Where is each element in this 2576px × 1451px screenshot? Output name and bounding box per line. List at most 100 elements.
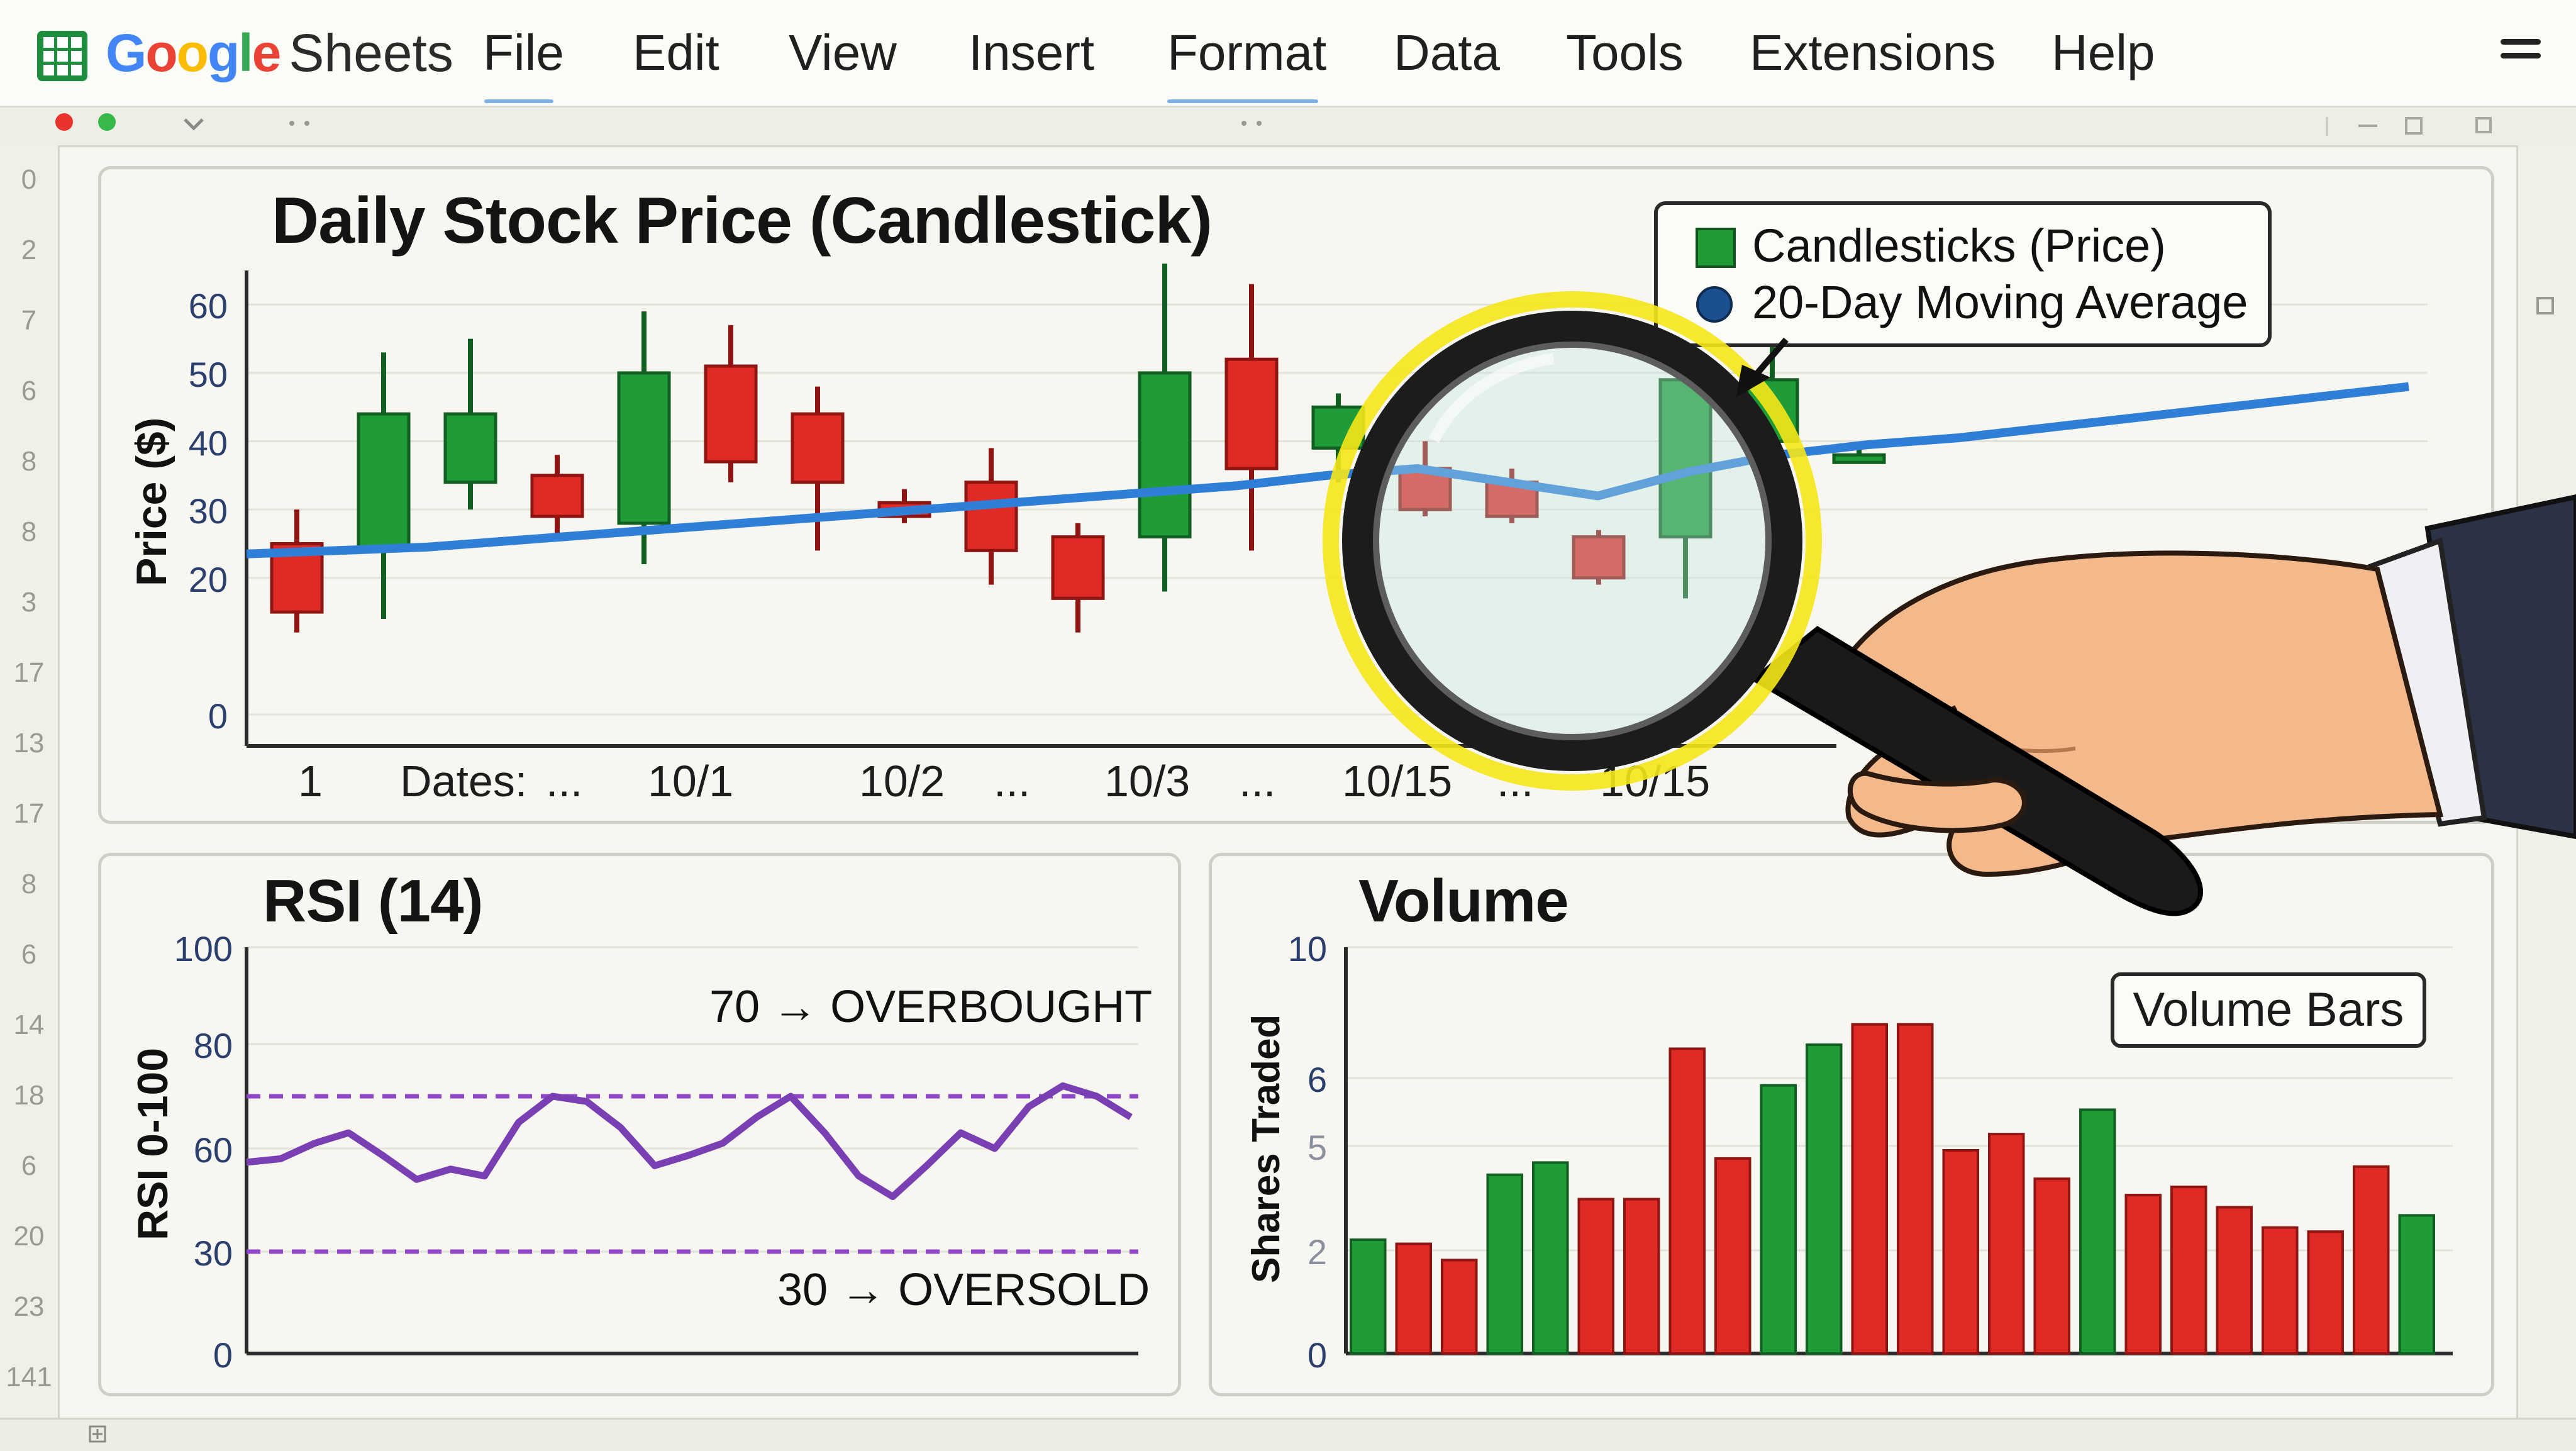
menu-data[interactable]: Data	[1394, 25, 1500, 81]
volume-bar	[1350, 1238, 1387, 1355]
volume-bar	[2398, 1214, 2435, 1355]
legend-candles-swatch	[1696, 228, 1736, 268]
row-number[interactable]: 20	[13, 1221, 45, 1252]
rsi-line	[246, 1082, 1133, 1201]
brand-letter: o	[176, 23, 209, 82]
volume-bar	[1441, 1259, 1478, 1355]
row-number[interactable]: 6	[21, 375, 37, 406]
row-number[interactable]: 14	[13, 1009, 45, 1040]
menu-file[interactable]: File	[483, 25, 564, 81]
window-zoom-dot[interactable]	[98, 113, 116, 131]
rsi-y-tick-label: 0	[213, 1335, 233, 1375]
price-x-tick-label: 10/15	[1342, 757, 1452, 806]
volume-chart-title: Volume	[1358, 867, 1569, 935]
price-x-tick-label: 10/1	[648, 757, 733, 806]
volume-y-tick-label: 5	[1307, 1128, 1327, 1167]
row-number[interactable]: 6	[21, 939, 37, 970]
row-number[interactable]: 8	[21, 516, 37, 547]
volume-bar	[2033, 1177, 2070, 1355]
row-number[interactable]: 8	[21, 446, 37, 477]
chevron-down-icon[interactable]	[182, 116, 205, 133]
volume-bar	[1486, 1173, 1523, 1355]
volume-bar	[1577, 1198, 1614, 1355]
row-number[interactable]: 8	[21, 869, 37, 899]
row-number[interactable]: 3	[21, 587, 37, 618]
candle-body	[704, 364, 758, 464]
row-number[interactable]: 18	[13, 1080, 45, 1111]
window-close-dot[interactable]	[55, 113, 73, 131]
row-number[interactable]: 7	[21, 305, 37, 336]
volume-bar	[2262, 1226, 2299, 1355]
overbought-label: 70 → OVERBOUGHT	[709, 982, 1153, 1032]
menu-help[interactable]: Help	[2051, 25, 2155, 81]
legend-ma-swatch	[1696, 286, 1733, 323]
candle-body	[1051, 535, 1105, 600]
volume-bar	[2170, 1186, 2207, 1355]
volume-bar	[1851, 1023, 1888, 1355]
menu-edit[interactable]: Edit	[633, 25, 719, 81]
candle-body	[1832, 453, 1886, 464]
row-number[interactable]: 17	[13, 657, 45, 688]
volume-y-tick-label: 0	[1307, 1335, 1327, 1375]
menu-insert[interactable]: Insert	[969, 25, 1095, 81]
row-number[interactable]: 141	[6, 1362, 52, 1393]
price-y-tick-label: 20	[188, 559, 228, 599]
brand-sheets: Sheets	[289, 23, 453, 82]
menu-format[interactable]: Format	[1167, 25, 1327, 81]
row-number[interactable]: 2	[21, 235, 37, 265]
candle-body	[443, 412, 497, 484]
menu-bar: Google Sheets File Edit View Insert Forma…	[0, 0, 2576, 108]
menu-file-underline	[484, 99, 553, 103]
app-brand[interactable]: Google Sheets	[106, 23, 453, 84]
volume-bar	[1623, 1198, 1660, 1355]
menu-extensions[interactable]: Extensions	[1750, 25, 1996, 81]
volume-bar	[1668, 1047, 1706, 1355]
volume-bar	[1942, 1149, 1979, 1355]
volume-bar	[2079, 1108, 2116, 1355]
brand-letter: g	[207, 23, 240, 82]
brand-google: Google	[106, 23, 282, 84]
price-x-prefix: Dates:	[400, 757, 527, 806]
sheets-grid-icon[interactable]	[36, 30, 89, 82]
center-handle-icon[interactable]	[1240, 120, 1265, 127]
row-number[interactable]: 6	[21, 1150, 37, 1181]
volume-y-tick-label: 2	[1307, 1232, 1327, 1272]
rsi-y-tick-label: 30	[193, 1233, 233, 1273]
menu-format-underline	[1167, 99, 1318, 103]
menu-view[interactable]: View	[789, 25, 897, 81]
candle-body	[1224, 357, 1279, 470]
volume-bar	[2124, 1194, 2162, 1355]
row-number[interactable]: 0	[21, 164, 37, 195]
sheet-add-icon[interactable]	[88, 1425, 107, 1443]
drag-handle-icon[interactable]	[288, 120, 313, 127]
brand-letter: e	[252, 23, 282, 82]
price-y-tick-label: 40	[188, 423, 228, 463]
rsi-y-tick-label: 80	[193, 1026, 233, 1065]
price-y-tick-label: 30	[188, 491, 228, 531]
row-number[interactable]: 23	[13, 1291, 45, 1322]
window-controls-icon[interactable]	[2326, 113, 2492, 138]
price-x-tick-label: ...	[546, 757, 582, 806]
price-legend[interactable]: Candlesticks (Price) 20-Day Moving Avera…	[1654, 201, 2272, 347]
candle-body	[791, 412, 845, 484]
brand-letter: G	[106, 23, 147, 82]
volume-bar	[1532, 1161, 1569, 1355]
volume-bar	[1714, 1157, 1752, 1355]
rsi-y-tick-label: 60	[193, 1130, 233, 1170]
volume-bar	[2216, 1206, 2253, 1355]
menu-tools[interactable]: Tools	[1566, 25, 1684, 81]
row-number[interactable]: 13	[13, 728, 45, 759]
hamburger-menu-icon[interactable]	[2501, 39, 2541, 64]
row-number[interactable]: 17	[13, 798, 45, 829]
price-x-tick-label: 10/2	[859, 757, 945, 806]
volume-bar	[1760, 1084, 1797, 1355]
price-y-tick-label: 0	[208, 696, 228, 736]
rsi-chart-panel[interactable]	[98, 853, 1181, 1396]
price-y-tick-label: 50	[188, 354, 228, 394]
candle-body	[617, 371, 671, 525]
brand-letter: l	[238, 23, 253, 82]
